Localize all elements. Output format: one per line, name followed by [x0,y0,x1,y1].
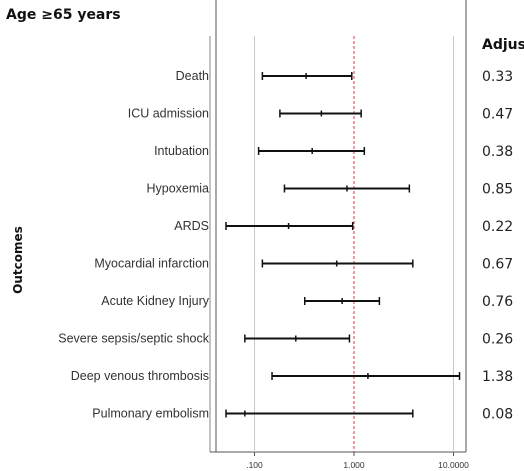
x-tick-label: .100 [246,460,263,470]
outcome-label: Deep venous thrombosis [71,369,209,383]
outcome-label: Hypoxemia [146,182,209,196]
ratio-value: 0.26 [482,332,513,348]
ratio-value: 0.47 [482,107,513,123]
ratio-value: 1.38 [482,369,513,385]
outcome-label: ICU admission [128,107,209,121]
x-tick-label: 10.0000 [438,460,469,470]
outcome-rows: Death 0.33 ICU admission 0.47 Intubation 0.38… [58,69,513,423]
ratio-value: 0.08 [482,407,513,423]
outcome-label: Intubation [154,144,209,158]
outcome-label: ARDS [174,219,209,233]
x-axis-ticks: .100 1.000 10.0000 [246,452,469,470]
ratio-value: 0.67 [482,257,513,273]
outcome-label: Severe sepsis/septic shock [58,332,210,346]
ratio-value: 0.33 [482,69,513,85]
ratio-value: 0.76 [482,294,513,310]
ratio-value: 0.38 [482,144,513,160]
chart-title: Age ≥65 years [6,7,121,23]
outcome-label: Death [176,69,209,83]
outcome-label: Pulmonary embolism [92,407,209,421]
ratio-value: 0.22 [482,219,513,235]
gridlines [254,36,454,452]
ratio-value: 0.85 [482,182,513,198]
outcome-label: Myocardial infarction [94,257,209,271]
outcome-label: Acute Kidney Injury [101,294,209,308]
ratio-column-header: Adjus [482,37,524,53]
x-tick-label: 1.000 [343,460,365,470]
y-axis-title: Outcomes [11,226,25,294]
